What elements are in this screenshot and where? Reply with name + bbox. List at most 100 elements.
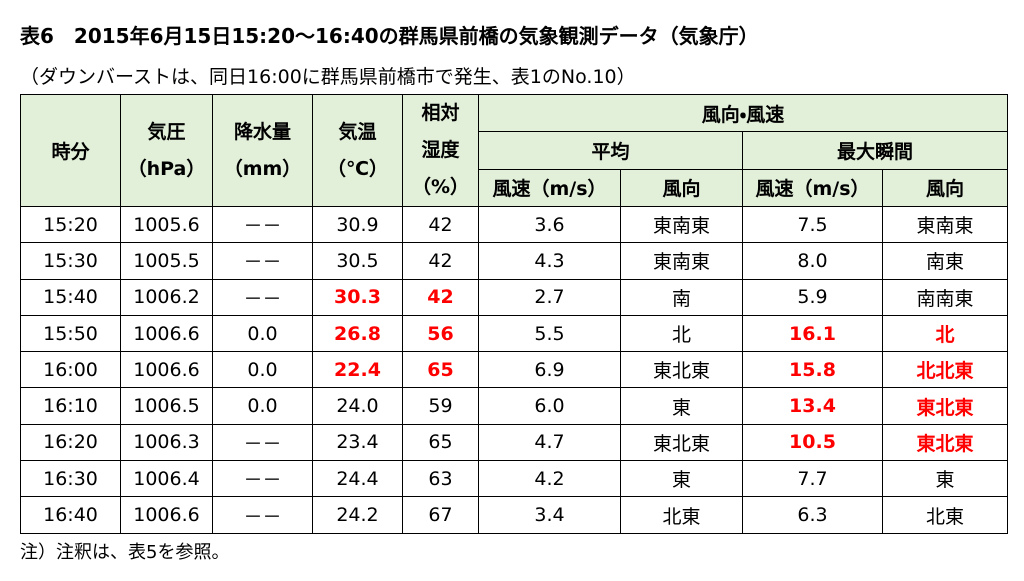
table-cell: 42 [402, 278, 479, 316]
header-cell: 風向 [881, 168, 1009, 208]
header-cell: 平均 [478, 131, 743, 170]
table-cell: －－ [212, 242, 313, 280]
header-line: 気温 [338, 120, 377, 143]
table-cell: 30.9 [312, 205, 403, 244]
table-cell: 67 [402, 496, 479, 534]
header-cell: 時分 [20, 94, 121, 207]
table-cell: 東南東 [620, 242, 743, 280]
header-line: 相対 [421, 102, 460, 124]
table-cell: 4.2 [478, 460, 621, 498]
table-cell: 4.3 [478, 242, 621, 280]
table-cell: 南南東 [881, 278, 1009, 316]
table-cell: －－ [212, 496, 313, 534]
table-cell: 東南東 [881, 205, 1009, 244]
table-cell: －－ [212, 460, 313, 498]
table-cell: 0.0 [212, 351, 313, 389]
header-line: （℃） [326, 157, 388, 180]
header-line: （mm） [223, 157, 302, 180]
table-cell: 東北東 [620, 351, 743, 389]
table-cell: 東北東 [881, 387, 1009, 425]
header-line: 気圧 [147, 120, 186, 143]
header-cell: 風速（m/s） [478, 168, 621, 208]
table-subtitle: （ダウンバーストは、同日16:00に群馬県前橋市で発生、表1のNo.10） [20, 66, 636, 88]
table-cell: 7.5 [742, 205, 883, 244]
table-row: 16:10 1006.5 0.0 24.0 59 6.0 東 13.4 東北東 [20, 387, 1009, 425]
table-cell: 6.3 [742, 496, 883, 534]
header-cell: 風向・風速 [477, 93, 1009, 133]
table-cell: 1006.6 [120, 351, 213, 389]
table-cell: 2.7 [478, 278, 621, 316]
table-cell: 6.9 [478, 351, 621, 389]
header-line: 降水量 [233, 120, 291, 143]
header-line: 湿度 [421, 139, 460, 161]
table-cell: 42 [402, 205, 479, 244]
table-title: 表6 2015年6月15日15:20～16:40の群馬県前橋の気象観測データ（気… [20, 24, 759, 48]
weather-table: 時分 気圧 （hPa） 降水量 （mm） 気温 （℃） 相対湿度 （%） 風向・風速 平… [20, 93, 1009, 534]
table-cell: 15.8 [742, 351, 883, 389]
table-cell: 15:30 [20, 242, 121, 280]
table-cell: 30.5 [312, 242, 403, 280]
table-cell: 65 [402, 423, 479, 462]
table-row: 16:40 1006.6 －－ 24.2 67 3.4 北東 6.3 北東 [20, 496, 1009, 534]
table-row: 16:30 1006.4 －－ 24.4 63 4.2 東 7.7 東 [20, 460, 1009, 498]
header-cell: 降水量 （mm） [212, 94, 313, 207]
table-cell: 16:00 [20, 351, 121, 389]
table-cell: 65 [402, 351, 479, 389]
header-cell: 風速（m/s） [742, 168, 883, 208]
table-row: 15:40 1006.2 －－ 30.3 42 2.7 南 5.9 南南東 [20, 278, 1009, 316]
table-cell: 24.4 [312, 460, 403, 498]
table-cell: 1005.5 [120, 242, 213, 280]
table-cell: 5.5 [478, 314, 621, 353]
table-cell: 24.2 [312, 496, 403, 534]
table-cell: 8.0 [742, 242, 883, 280]
table-cell: 56 [402, 314, 479, 353]
table-cell: 24.0 [312, 387, 403, 425]
header-cell: 相対湿度 （%） [402, 94, 479, 207]
table-cell: 16:40 [20, 496, 121, 534]
header-cell: 気圧 （hPa） [120, 94, 213, 207]
table-cell: 南東 [881, 242, 1009, 280]
table-cell: 1006.4 [120, 460, 213, 498]
table-cell: 北 [881, 314, 1009, 353]
table-cell: 南 [620, 278, 743, 316]
table-cell: 6.0 [478, 387, 621, 425]
table-cell: 16:20 [20, 423, 121, 462]
table-cell: 15:40 [20, 278, 121, 316]
table-cell: 北北東 [881, 351, 1009, 389]
table-cell: 3.4 [478, 496, 621, 534]
table-cell: 東 [881, 460, 1009, 498]
table-row: 16:20 1006.3 －－ 23.4 65 4.7 東北東 10.5 東北東 [20, 423, 1009, 462]
table-cell: 59 [402, 387, 479, 425]
table-cell: 1006.3 [120, 423, 213, 462]
table-cell: 東 [620, 387, 743, 425]
table-cell: －－ [212, 423, 313, 462]
table-cell: －－ [212, 278, 313, 316]
table-cell: 16:30 [20, 460, 121, 498]
table-row: 15:30 1005.5 －－ 30.5 42 4.3 東南東 8.0 南東 [20, 242, 1009, 280]
table-cell: 東北東 [620, 423, 743, 462]
table-row: 15:20 1005.6 －－ 30.9 42 3.6 東南東 7.5 東南東 [20, 205, 1009, 244]
table-cell: 0.0 [212, 387, 313, 425]
table-row: 15:50 1006.6 0.0 26.8 56 5.5 北 16.1 北 [20, 314, 1009, 353]
table-body: 15:20 1005.6 －－ 30.9 42 3.6 東南東 7.5 東南東 15:30 1005… [20, 205, 1009, 534]
table-cell: 0.0 [212, 314, 313, 353]
table-cell: 42 [402, 242, 479, 280]
table-cell: 1005.6 [120, 205, 213, 244]
header-line: （%） [411, 176, 470, 198]
table-cell: 26.8 [312, 314, 403, 353]
table-cell: 5.9 [742, 278, 883, 316]
header-cell: 最大瞬間 [741, 131, 1009, 170]
table-cell: 63 [402, 460, 479, 498]
header-cell: 気温 （℃） [312, 94, 403, 207]
table-cell: 30.3 [312, 278, 403, 316]
table-cell: －－ [212, 205, 313, 244]
table-cell: 3.6 [478, 205, 621, 244]
table-cell: 16:10 [20, 387, 121, 425]
table-cell: 1006.2 [120, 278, 213, 316]
table-cell: 16.1 [742, 314, 883, 353]
header-cell: 風向 [620, 168, 743, 208]
table-cell: 1006.6 [120, 496, 213, 534]
table-row: 16:00 1006.6 0.0 22.4 65 6.9 東北東 15.8 北北東 [20, 351, 1009, 389]
table-cell: 北 [620, 314, 743, 353]
